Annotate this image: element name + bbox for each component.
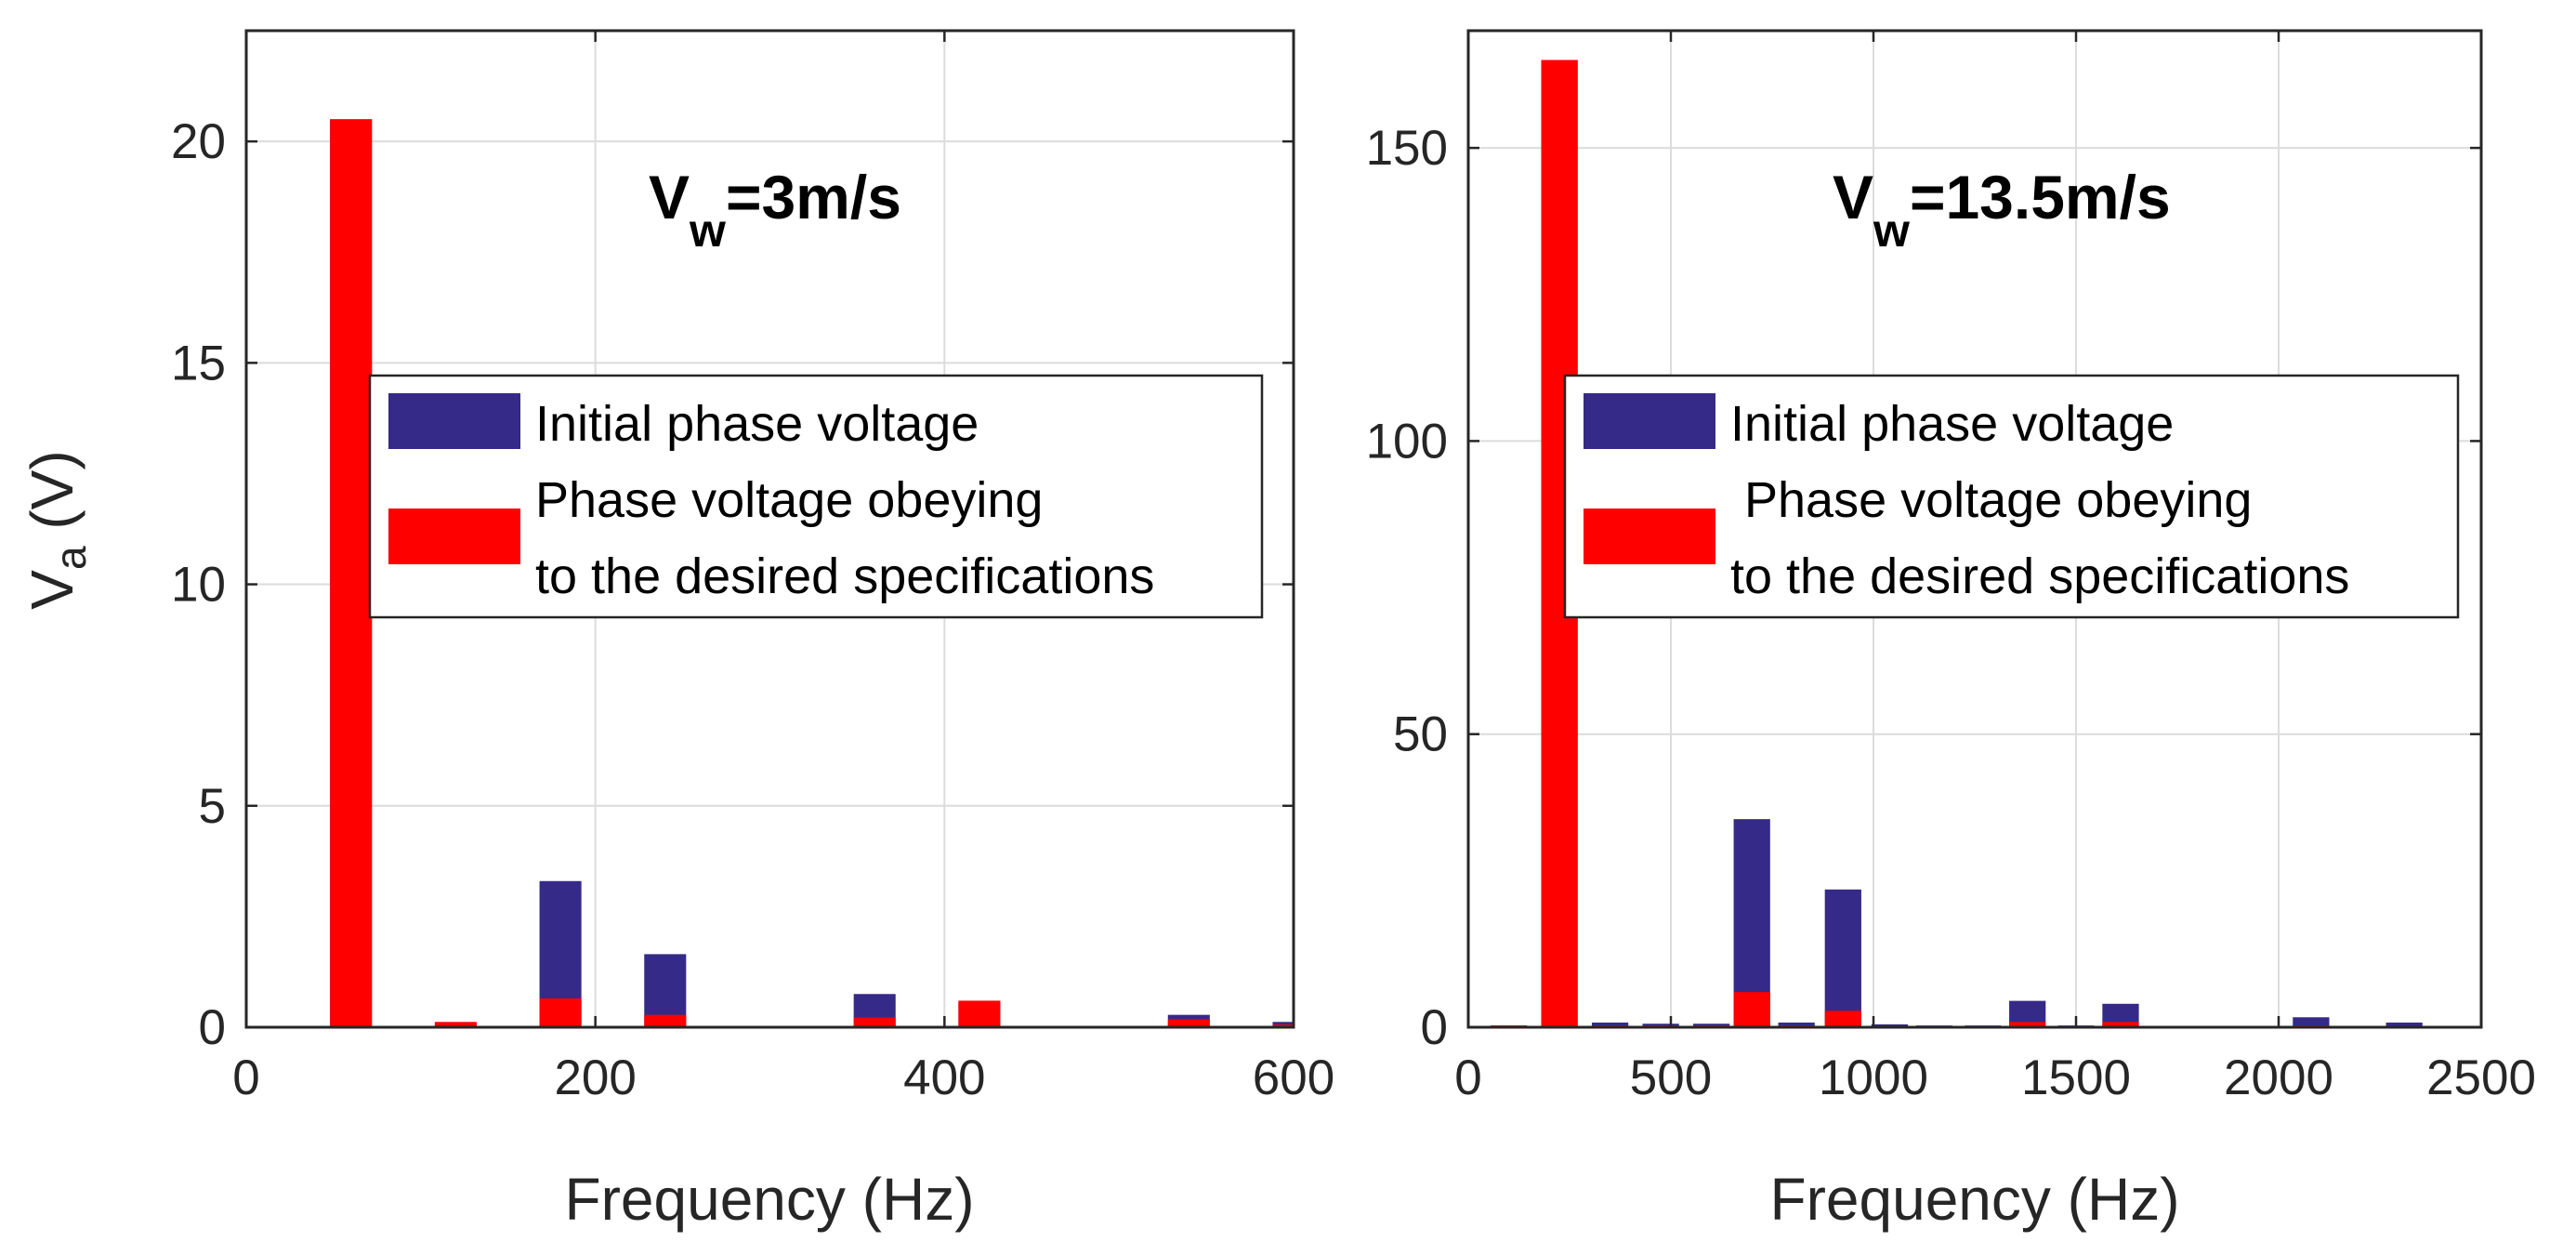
y-tick-label: 5 [199, 779, 226, 834]
x-tick-label: 200 [554, 1050, 636, 1105]
x-tick-label: 600 [1253, 1050, 1334, 1105]
legend: Initial phase voltage Phase voltage obey… [1563, 374, 2460, 619]
plot-frame [244, 29, 1295, 1029]
y-tick-label: 20 [171, 114, 226, 169]
legend-label-initial: Initial phase voltage [535, 396, 979, 452]
wind-speed-annotation: Vw=13.5m/s [1833, 163, 2171, 257]
bar-obeying-1380hz [2009, 1022, 2046, 1027]
bar-obeying-180hz [539, 998, 582, 1027]
annotation-sub: w [1873, 205, 1910, 257]
bar-initial-810hz [1778, 1022, 1815, 1027]
x-tick-label: 2000 [2224, 1050, 2333, 1105]
chart-panel-1: 0 200 400 600 0 5 10 15 20 Frequency (Hz) Va (V… [19, 29, 1334, 1233]
plot-frame [1466, 29, 2483, 1029]
bar-obeying-540hz [1167, 1019, 1210, 1027]
x-tick-label: 1500 [2021, 1050, 2131, 1105]
bar-initial-600hz [1692, 1024, 1730, 1027]
y-tick-label: 10 [171, 558, 226, 613]
annotation-sub: w [689, 205, 726, 257]
bar-obeying-420hz [958, 1000, 1001, 1027]
x-tick-label: 400 [903, 1050, 985, 1105]
annotation-rest: =13.5m/s [1910, 163, 2171, 231]
bar-initial-475hz [1642, 1024, 1679, 1027]
y-tick-label: 0 [1421, 1000, 1448, 1055]
legend-swatch-initial [1584, 393, 1715, 449]
y-axis-title-rest: (V) [19, 450, 85, 546]
bar-obeying-120hz [434, 1022, 477, 1027]
x-axis-title: Frequency (Hz) [565, 1166, 975, 1233]
annotation-main: V [1833, 163, 1873, 231]
bar-obeying-360hz [853, 1017, 896, 1027]
y-tick-label: 0 [199, 1000, 226, 1055]
chart-panel-2: 0 500 1000 1500 2000 2500 0 50 100 150 Frequency… [1366, 29, 2536, 1233]
y-tick-label: 150 [1366, 121, 1448, 176]
x-tick-label: 1000 [1819, 1050, 1928, 1105]
y-tick-labels: 0 50 100 150 [1366, 121, 1448, 1055]
bar-initial-2080hz [2293, 1017, 2330, 1027]
x-axis-title: Frequency (Hz) [1770, 1166, 2180, 1233]
legend-label-obeying-line1: Phase voltage obeying [535, 472, 1043, 528]
annotation-main: V [649, 163, 690, 231]
bar-obeying-1610hz [2102, 1022, 2139, 1027]
legend-swatch-initial [388, 393, 520, 449]
x-tick-label: 500 [1630, 1050, 1712, 1105]
legend-swatch-obeying [388, 509, 520, 564]
legend-label-obeying-line2: to the desired specifications [535, 548, 1154, 604]
y-axis-title-main: V [19, 570, 85, 610]
x-tick-label: 0 [1454, 1050, 1481, 1105]
y-tick-label: 15 [171, 336, 226, 390]
x-tick-label: 2500 [2426, 1050, 2536, 1105]
legend-swatch-obeying [1584, 509, 1715, 564]
x-tick-labels: 0 200 400 600 [232, 1050, 1334, 1105]
bars [330, 119, 1294, 1028]
wind-speed-annotation: Vw=3m/s [649, 163, 901, 257]
y-tick-label: 50 [1393, 707, 1448, 762]
bar-initial-2310hz [2385, 1022, 2423, 1027]
x-tick-labels: 0 500 1000 1500 2000 2500 [1454, 1050, 2536, 1105]
bar-initial-350hz [1591, 1022, 1629, 1027]
y-axis-title: Va (V) [19, 450, 95, 609]
bar-initial-925hz [1824, 889, 1861, 1027]
bar-obeying-925hz [1824, 1011, 1861, 1027]
bar-obeying-700hz [1733, 992, 1770, 1027]
bar-obeying-240hz [644, 1014, 687, 1027]
legend-label-initial: Initial phase voltage [1730, 396, 2174, 452]
y-tick-label: 100 [1366, 414, 1448, 469]
bar-obeying-60hz [330, 119, 373, 1028]
legend: Initial phase voltage Phase voltage obey… [368, 374, 1264, 619]
legend-label-obeying-line2: to the desired specifications [1730, 548, 2349, 604]
annotation-rest: =3m/s [726, 163, 901, 231]
y-tick-labels: 0 5 10 15 20 [171, 114, 226, 1055]
y-axis-title-sub: a [46, 546, 95, 570]
bar-initial-1040hz [1871, 1024, 1909, 1027]
x-tick-label: 0 [232, 1050, 259, 1105]
legend-label-obeying-line1: Phase voltage obeying [1730, 472, 2252, 528]
